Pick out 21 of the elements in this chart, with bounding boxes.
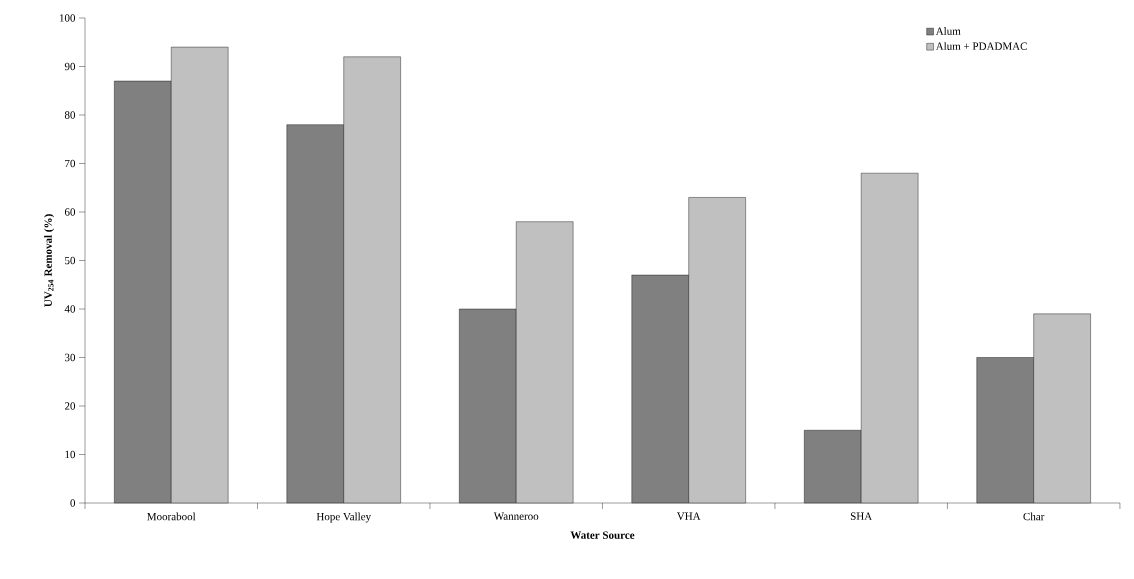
x-axis-title: Water Source bbox=[570, 531, 635, 539]
y-tick-label: 80 bbox=[64, 111, 76, 119]
y-tick-label: 60 bbox=[64, 208, 76, 216]
x-tick-label: Moorabool bbox=[147, 512, 196, 521]
y-tick-label: 100 bbox=[59, 14, 76, 22]
legend-label: Alum + PDADMAC bbox=[935, 42, 1027, 50]
y-tick-label: 0 bbox=[70, 499, 76, 507]
legend-label: Alum bbox=[935, 27, 961, 35]
y-tick-label: 90 bbox=[64, 62, 76, 71]
y-tick-label: 30 bbox=[65, 353, 76, 362]
y-tick-label: 50 bbox=[65, 256, 76, 265]
x-tick-label: SHA bbox=[850, 512, 873, 520]
x-tick-label: Char bbox=[1023, 512, 1045, 521]
y-tick-label: 70 bbox=[65, 159, 76, 168]
y-tick-label: 20 bbox=[64, 402, 76, 410]
x-tick-label: Wanneroo bbox=[493, 512, 539, 520]
y-tick-label: 40 bbox=[64, 305, 76, 313]
y-tick-label: 10 bbox=[65, 450, 76, 459]
x-tick-label: Hope Valley bbox=[316, 512, 372, 523]
x-tick-label: VHA bbox=[676, 512, 701, 520]
y-axis-title: UV$_{254}$ Removal (%) bbox=[44, 214, 55, 307]
